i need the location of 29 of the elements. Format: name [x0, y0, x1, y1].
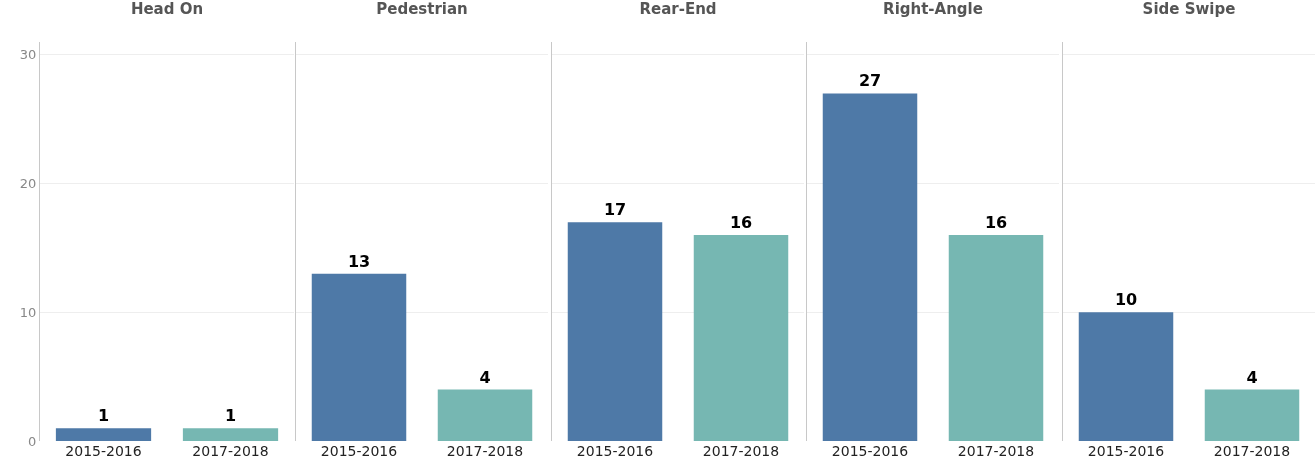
x-tick-label: 2015-2016: [320, 443, 398, 459]
x-tick-label: 2017-2018: [446, 443, 524, 459]
y-tick-label: 0: [28, 433, 37, 449]
x-tick-label: 2017-2018: [192, 443, 269, 459]
x-tick-label: 2015-2016: [831, 443, 909, 459]
x-tick-label: 2017-2018: [957, 443, 1035, 459]
x-tick-label: 2015-2016: [1087, 443, 1164, 459]
chart-title: Rear-End: [638, 0, 717, 18]
data-label: 16: [984, 213, 1008, 233]
data-label: 4: [479, 367, 491, 387]
y-tick-label: 10: [19, 304, 37, 320]
x-tick-label: 2015-2016: [65, 443, 142, 459]
x-tick-label: 2015-2016: [576, 443, 653, 459]
y-tick-label: 30: [19, 47, 37, 63]
x-tick-label: 2017-2018: [702, 443, 779, 459]
data-label: 16: [729, 213, 752, 233]
data-label: 4: [1245, 367, 1258, 387]
chart-title: Pedestrian: [376, 0, 468, 18]
chart-title: Head On: [130, 0, 204, 18]
data-label: 1: [224, 406, 237, 426]
chart-title: Side Swipe: [1142, 0, 1235, 18]
y-tick-label: 20: [19, 176, 37, 192]
data-label: 1: [97, 406, 110, 426]
data-label: 27: [858, 71, 882, 91]
data-label: 17: [603, 200, 626, 220]
data-label: 13: [347, 251, 371, 271]
data-label: 10: [1114, 290, 1137, 310]
x-tick-label: 2017-2018: [1213, 443, 1290, 459]
chart-title: Right-Angle: [883, 0, 983, 18]
